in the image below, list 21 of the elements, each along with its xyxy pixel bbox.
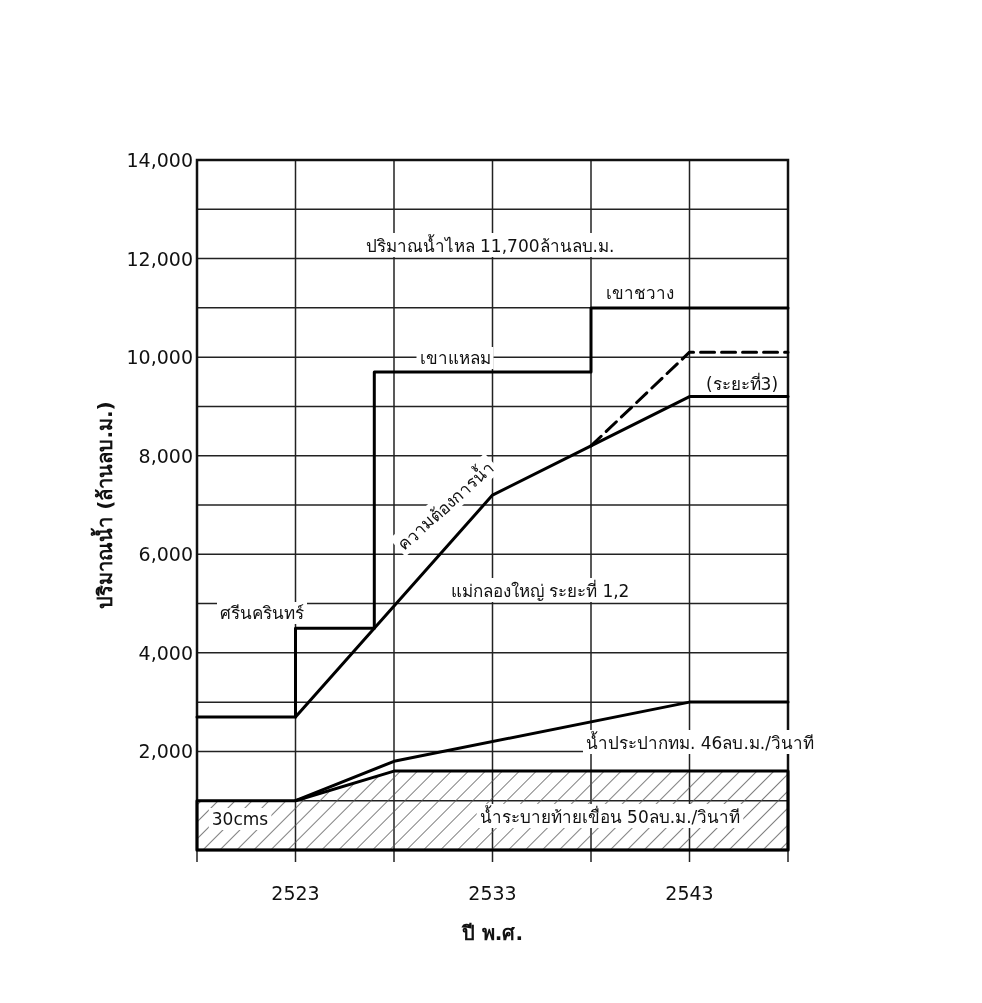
y-tick-label: 12,000 — [126, 247, 193, 270]
y-axis-title: ปริมาณน้ำ (ล้านลบ.ม.) — [90, 401, 117, 609]
y-tick-label: 10,000 — [126, 346, 193, 369]
y-tick-label: 8,000 — [138, 444, 193, 467]
annotation: น้ำระบายท้ายเขื่อน 50ลบ.ม./วินาที — [479, 805, 741, 827]
annotation: 30cms — [211, 809, 269, 829]
x-tick-label: 2543 — [665, 882, 714, 904]
annotation: (ระยะที่3) — [705, 372, 779, 394]
annotation: แม่กลองใหญ่ ระยะที่ 1,2 — [450, 579, 630, 601]
annotation: น้ำประปากทม. 46ลบ.ม./วินาที — [586, 731, 814, 753]
y-tick-label: 14,000 — [126, 149, 193, 171]
annotation: เขาแหลม — [419, 348, 491, 368]
x-tick-label: 2523 — [271, 882, 320, 904]
y-tick-label: 4,000 — [138, 641, 193, 664]
annotation: เขาชวาง — [606, 283, 674, 303]
x-axis-title: ปี พ.ศ. — [460, 921, 524, 945]
y-tick-label: 6,000 — [138, 543, 193, 566]
x-tick-label: 2533 — [468, 882, 517, 904]
annotation: ศรีนครินทร์ — [220, 603, 304, 623]
y-tick-label: 2,000 — [138, 740, 193, 763]
annotation: ปริมาณน้ำไหล 11,700ล้านลบ.ม. — [365, 234, 615, 256]
